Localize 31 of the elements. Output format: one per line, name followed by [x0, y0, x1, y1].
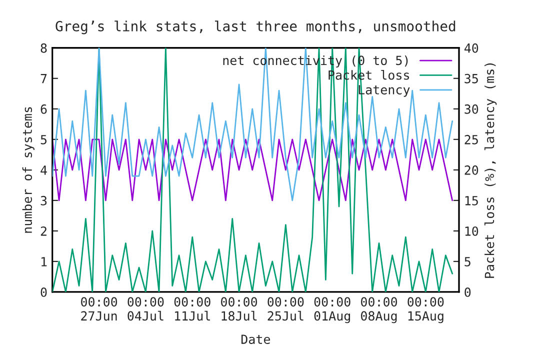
x-tick-label: 00:00 01Aug — [314, 297, 350, 324]
x-tick-label: 00:00 15Aug — [408, 297, 444, 324]
y-tick-label: 3 — [40, 196, 47, 206]
x-tick-label: 00:00 04Jul — [128, 297, 164, 321]
y2-tick-label: 10 — [465, 226, 478, 236]
y2-tick-label: 20 — [464, 165, 478, 175]
y-tick-label: 6 — [40, 104, 47, 114]
y2-tick-label: 35 — [464, 74, 478, 84]
x-tick-label: 00:00 27Jun — [81, 297, 118, 321]
chart-title: Greg’s link stats, last three months, unsmoothed — [56, 20, 456, 34]
x-tick-label: 00:00 25Jul — [268, 297, 304, 321]
y-tick-label: 1 — [41, 257, 47, 266]
line-series — [52, 48, 454, 202]
y-tick-label: 0 — [40, 287, 47, 297]
y-tick-label: 2 — [40, 226, 46, 236]
y-tick-label: 4 — [40, 166, 47, 175]
y2-tick-label: 15 — [465, 196, 478, 206]
x-tick-label: 00:00 18Jul — [221, 297, 258, 321]
y2-tick-label: 0 — [464, 287, 471, 297]
y2-tick-label: 40 — [464, 43, 478, 53]
y-tick-label: 7 — [40, 74, 47, 84]
y-axis-title: number of systems — [22, 107, 34, 233]
y2-tick-label: 25 — [464, 134, 478, 144]
x-tick-label: 00:00 08Aug — [361, 297, 398, 324]
x-axis-title: Date — [241, 334, 270, 344]
y2-tick-label: 30 — [464, 104, 478, 114]
x-tick-label: 00:00 11Jul — [174, 297, 210, 321]
y-tick-label: 8 — [40, 43, 47, 53]
y-tick-label: 5 — [40, 135, 47, 144]
y2-axis-title: Packet loss (%), latency (ms) — [484, 63, 497, 278]
y2-tick-label: 5 — [464, 257, 470, 266]
